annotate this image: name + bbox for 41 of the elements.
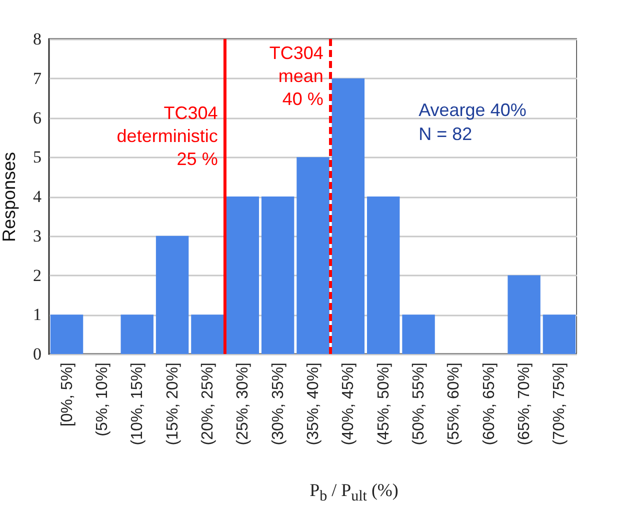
bar bbox=[120, 314, 154, 354]
x-tick-label: (35%, 40%] bbox=[305, 362, 322, 446]
ref-line-label: TC304 deterministic 25 % bbox=[116, 102, 218, 169]
x-tick-label: (60%, 65%] bbox=[480, 362, 498, 446]
x-tick-label: (25%, 30%] bbox=[234, 362, 252, 446]
y-tick-label: 8 bbox=[33, 30, 42, 48]
y-tick-label: 6 bbox=[33, 108, 42, 128]
bar bbox=[542, 314, 576, 354]
x-tick-label: (30%, 35%] bbox=[270, 362, 287, 446]
bar bbox=[366, 196, 400, 354]
bar bbox=[191, 314, 224, 354]
y-axis-title: Responses bbox=[0, 152, 19, 242]
x-tick-label: (65%, 70%] bbox=[516, 362, 534, 446]
bar bbox=[156, 236, 189, 354]
x-tick-label: (15%, 20%] bbox=[164, 362, 182, 446]
x-tick-label: (55%, 60%] bbox=[446, 362, 463, 446]
bar bbox=[508, 275, 540, 354]
x-tick-label: (70%, 75%] bbox=[551, 362, 568, 446]
y-tick-label: 7 bbox=[33, 68, 42, 88]
y-tick-label: 3 bbox=[33, 226, 42, 246]
bar bbox=[261, 196, 294, 354]
bar bbox=[296, 157, 330, 354]
x-tick-label: (45%, 50%] bbox=[375, 362, 392, 446]
x-tick-label: (50%, 55%] bbox=[410, 362, 428, 446]
y-tick-label: 1 bbox=[33, 305, 42, 324]
y-tick-label: 4 bbox=[33, 187, 42, 206]
ref-line-label: TC304 mean 40 % bbox=[269, 43, 324, 109]
annotation: Avearge 40% N = 82 bbox=[418, 100, 526, 144]
x-tick-label: (5%, 10%] bbox=[94, 362, 111, 436]
y-tick-label: 5 bbox=[33, 148, 42, 167]
x-axis-title: P$_{b}$ / P$_{ult}$ (%) bbox=[308, 480, 400, 506]
bar bbox=[50, 314, 84, 354]
bar bbox=[332, 78, 365, 354]
bar bbox=[226, 196, 260, 354]
bar bbox=[402, 314, 435, 354]
x-tick-label: (10%, 15%] bbox=[129, 362, 146, 446]
y-tick-label: 2 bbox=[33, 266, 42, 285]
y-tick-label: 0 bbox=[33, 344, 42, 364]
x-tick-label: (40%, 45%] bbox=[340, 362, 358, 446]
x-tick-label: [0%, 5%] bbox=[58, 362, 76, 427]
x-tick-label: (20%, 25%] bbox=[199, 362, 216, 446]
